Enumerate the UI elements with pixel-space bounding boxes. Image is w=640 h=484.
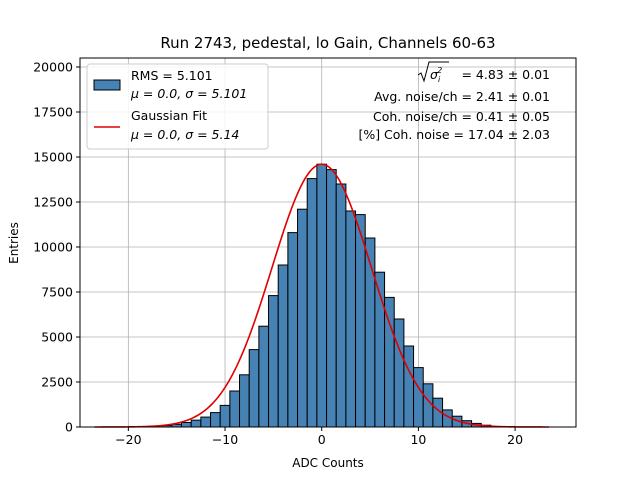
- y-tick-label: 12500: [33, 195, 73, 210]
- histogram-bar: [326, 169, 337, 428]
- y-tick-label: 20000: [33, 60, 73, 75]
- coh-noise-annotation: Coh. noise/ch = 0.41 ± 0.05: [373, 109, 550, 124]
- chart-title: Run 2743, pedestal, lo Gain, Channels 60…: [160, 34, 495, 52]
- avg-noise-annotation: Avg. noise/ch = 2.41 ± 0.01: [374, 89, 550, 104]
- y-tick-label: 15000: [33, 150, 73, 165]
- histogram-bar: [422, 383, 434, 428]
- histogram-bar: [355, 214, 366, 428]
- histogram-bar: [268, 295, 279, 428]
- legend-fit-params: μ = 0.0, σ = 5.14: [130, 127, 239, 142]
- y-tick-label: 7500: [41, 285, 73, 300]
- legend-rms-params: μ = 0.0, σ = 5.101: [130, 86, 247, 101]
- legend-frame: [86, 63, 269, 150]
- histogram-bar: [258, 325, 270, 428]
- x-axis-ticks: −20 −10 0 10 20: [115, 427, 523, 447]
- sqrt-sigma-value: = 4.83 ± 0.01: [461, 67, 550, 82]
- histogram-bar: [239, 374, 250, 428]
- y-tick-label: 10000: [33, 240, 73, 255]
- y-tick-label: 5000: [41, 330, 73, 345]
- y-tick-label: 2500: [41, 375, 73, 390]
- histogram-bar: [210, 412, 221, 428]
- legend-bar-swatch: [93, 79, 121, 91]
- sqrt-sigma-symbol: σi2: [417, 61, 449, 84]
- histogram-bar: [190, 419, 202, 428]
- legend-fit-label: Gaussian Fit: [131, 108, 207, 123]
- histogram-bar: [200, 416, 212, 428]
- x-tick-label: −20: [115, 432, 141, 447]
- x-tick-label: −10: [212, 432, 238, 447]
- x-axis-label: ADC Counts: [292, 456, 364, 470]
- histogram-bar: [393, 318, 405, 428]
- histogram-bars: [161, 163, 492, 428]
- plot-frame: [79, 57, 577, 428]
- gaussian-fit-curve: [94, 163, 549, 428]
- histogram-bar: [316, 163, 328, 428]
- x-tick-label: 20: [507, 432, 523, 447]
- histogram-bar: [248, 349, 260, 428]
- pct-coh-noise-annotation: [%] Coh. noise = 17.04 ± 2.03: [358, 127, 550, 142]
- sigma-i-squared: σi2: [430, 66, 442, 84]
- histogram-bar: [413, 367, 424, 428]
- x-tick-label: 0: [318, 432, 326, 447]
- sqrt-sign: [417, 61, 449, 83]
- stats-annotations: σi2 = 4.83 ± 0.01 Avg. noise/ch = 2.41 ±…: [358, 61, 550, 142]
- legend-rms-label: RMS = 5.101: [131, 68, 213, 83]
- y-axis-label: Entries: [7, 222, 21, 264]
- histogram-bar: [384, 296, 395, 428]
- histogram-bar: [287, 232, 299, 428]
- x-tick-label: 10: [410, 432, 426, 447]
- histogram-bar: [229, 390, 241, 428]
- y-tick-label: 17500: [33, 105, 73, 120]
- histogram-bar: [403, 345, 415, 428]
- histogram-bar: [297, 208, 308, 428]
- legend: RMS = 5.101 μ = 0.0, σ = 5.101 Gaussian …: [86, 63, 269, 150]
- histogram-bar: [181, 422, 192, 428]
- y-tick-label: 0: [65, 420, 73, 435]
- histogram-bar: [335, 183, 347, 428]
- histogram-bar: [306, 178, 318, 428]
- histogram-bar: [364, 237, 376, 428]
- histogram-bar: [345, 210, 357, 428]
- histogram-bar: [277, 264, 289, 428]
- y-axis-ticks: 0 2500 5000 7500 10000 12500 15000 17500 20000: [33, 60, 80, 435]
- histogram-bar: [219, 404, 231, 428]
